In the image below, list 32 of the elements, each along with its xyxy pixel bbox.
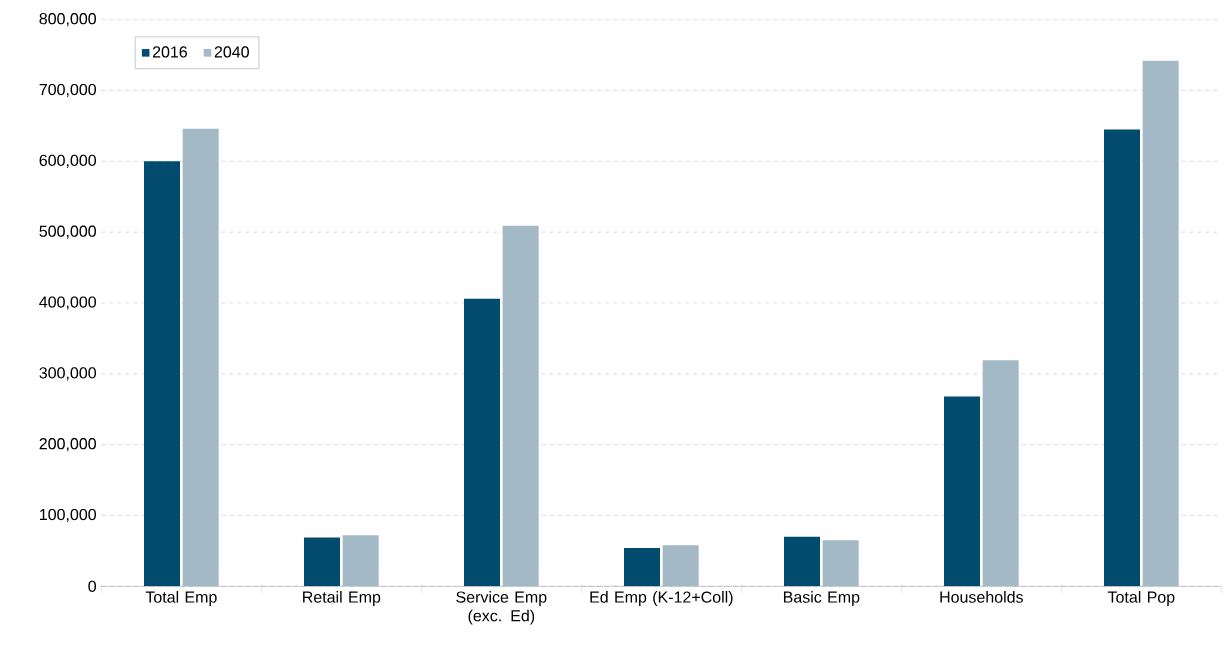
bar <box>822 540 859 587</box>
bar <box>502 225 539 587</box>
bar <box>982 360 1019 587</box>
bar <box>1104 129 1140 587</box>
bar <box>304 537 341 587</box>
y-tick-label: 700,000 <box>39 83 97 98</box>
x-tick-label: Ed Emp (K-12+Coll) <box>590 591 733 606</box>
y-tick-label: 100,000 <box>40 508 97 523</box>
bar <box>144 161 181 587</box>
bar <box>464 298 501 587</box>
bar <box>784 536 820 587</box>
y-tick-label: 600,000 <box>39 154 97 168</box>
bar <box>182 128 219 587</box>
y-tick-label: 300,000 <box>39 367 97 381</box>
legend-label: 2016 <box>152 46 188 58</box>
y-tick-label: 200,000 <box>39 438 97 452</box>
bar <box>1142 60 1179 587</box>
x-tick-label: Service Emp (exc. Ed) <box>456 591 547 625</box>
bar <box>944 396 980 587</box>
x-tick-label: Basic Emp <box>783 591 860 606</box>
x-tick-label: Households <box>940 591 1023 603</box>
x-tick-label: Retail Emp <box>303 591 381 606</box>
x-tick-label: Total Emp <box>145 591 217 606</box>
y-tick-label: 0 <box>88 580 97 592</box>
legend-label: 2040 <box>214 46 249 58</box>
bar <box>662 545 699 587</box>
x-tick-label: Total Pop <box>1107 591 1175 606</box>
y-tick-label: 800,000 <box>39 13 97 27</box>
bar <box>624 548 661 587</box>
y-tick-label: 400,000 <box>39 296 97 310</box>
bar <box>342 535 379 587</box>
y-tick-label: 500,000 <box>39 225 97 239</box>
